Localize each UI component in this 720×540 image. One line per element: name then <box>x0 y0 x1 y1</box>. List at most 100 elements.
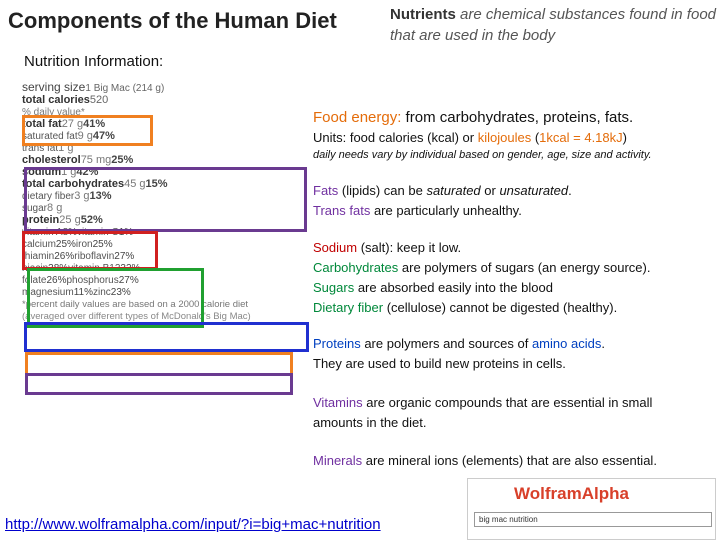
wolfram-logo: WolframAlpha <box>514 484 629 503</box>
source-link[interactable]: http://www.wolframalpha.com/input/?i=big… <box>5 516 381 533</box>
label-row: saturated fat9 g47% <box>22 130 306 142</box>
term: Fats <box>313 183 339 198</box>
note-line: Food energy: from carbohydrates, protein… <box>313 108 718 128</box>
label-row: thiamin26%riboflavin27% <box>22 250 306 262</box>
row-dv: 13% <box>89 190 112 202</box>
vitamin-name: thiamin <box>22 251 55 262</box>
source-note: (averaged over different types of McDona… <box>22 311 251 322</box>
vitamin-dv: 27% <box>114 251 135 262</box>
text: . <box>568 183 572 198</box>
note-line: Dietary fiber (cellulose) cannot be dige… <box>313 298 718 318</box>
note-sodium-carbs: Sodium (salt): keep it low. Carbohydrate… <box>313 238 718 318</box>
term: kilojoules <box>477 130 532 145</box>
label-row: folate26%phosphorus27% <box>22 274 306 286</box>
text: (lipids) can be <box>338 183 427 198</box>
calories-box <box>22 115 153 146</box>
note-minerals: Minerals are mineral ions (elements) tha… <box>313 451 718 471</box>
vitamin-name: calcium <box>22 239 56 250</box>
sodium-box <box>22 231 158 270</box>
note-line: Sodium (salt): keep it low. <box>313 238 718 258</box>
text: are absorbed easily into the blood <box>354 280 553 295</box>
note-line: Minerals are mineral ions (elements) tha… <box>313 451 718 471</box>
term: 1kcal = 4.18kJ <box>539 130 623 145</box>
term: Carbohydrates <box>313 260 399 275</box>
protein-box <box>24 322 309 352</box>
note-line: Units: food calories (kcal) or kilojoule… <box>313 128 718 148</box>
vitamin-dv: 27% <box>118 275 139 286</box>
search-field[interactable]: big mac nutrition <box>474 512 712 527</box>
text: are organic compounds that are essential… <box>362 395 653 410</box>
text: (salt): keep it low. <box>357 240 462 255</box>
intro: Nutrients are chemical substances found … <box>390 4 716 46</box>
vitamin-name: zinc <box>92 287 111 298</box>
row-amount: 27 g <box>61 118 84 130</box>
vitamin-dv: 25% <box>92 239 113 250</box>
text: saturated <box>426 183 481 198</box>
intro-term: Nutrients <box>390 6 456 23</box>
row-dv: 41% <box>83 118 106 130</box>
note-line: Fats (lipids) can be saturated or unsatu… <box>313 181 718 201</box>
vitamin-dv: 11% <box>73 287 93 298</box>
section-label: Nutrition Information: <box>24 53 164 70</box>
row-dv: 47% <box>92 130 115 142</box>
label-row: (averaged over different types of McDona… <box>22 310 306 322</box>
carbs-box <box>27 268 204 328</box>
note-proteins: Proteins are polymers and sources of ami… <box>313 334 718 374</box>
label-row: *percent daily values are based on a 200… <box>22 298 306 310</box>
text: . <box>601 336 605 351</box>
note-line: Vitamins are organic compounds that are … <box>313 393 718 413</box>
label-row: % daily value* <box>22 106 306 118</box>
note-line: daily needs vary by individual based on … <box>313 148 718 162</box>
note-line: They are used to build new proteins in c… <box>313 354 718 374</box>
term: Trans fats <box>313 203 371 218</box>
row-amount: 1 Big Mac (214 g) <box>85 83 165 94</box>
footnote: *percent daily values are based on a 200… <box>22 299 249 310</box>
term: amino acids <box>531 336 602 351</box>
term: Dietary fiber <box>313 300 384 315</box>
note-fats: Fats (lipids) can be saturated or unsatu… <box>313 181 718 221</box>
term: Vitamins <box>313 395 363 410</box>
dv-header: % daily value* <box>22 107 85 118</box>
label-row: protein25 g52% <box>22 214 306 226</box>
row-amount: 45 g <box>124 178 146 190</box>
row-name: saturated fat <box>22 131 78 142</box>
vitamin-dv: 26% <box>54 251 75 262</box>
row-name: total carbohydrates <box>22 178 125 190</box>
row-dv: 52% <box>80 214 103 226</box>
intro-text: are chemical substances found in food th… <box>390 6 716 44</box>
wolfram-thumbnail: WolframAlpha big mac nutrition <box>467 478 716 540</box>
label-row: sugar8 g <box>22 202 306 214</box>
row-name: dietary fiber <box>22 191 75 202</box>
label-row: total carbohydrates45 g15% <box>22 178 306 190</box>
term: Minerals <box>313 453 363 468</box>
note-line: Proteins are polymers and sources of ami… <box>313 334 718 354</box>
text: amounts in the diet. <box>313 415 427 430</box>
row-name: total calories <box>22 94 90 106</box>
row-dv: 15% <box>145 178 168 190</box>
note-line: amounts in the diet. <box>313 413 718 433</box>
term: Proteins <box>313 336 361 351</box>
vitamin-dv: 25% <box>55 239 76 250</box>
note-line: Sugars are absorbed easily into the bloo… <box>313 278 718 298</box>
term: Sugars <box>313 280 355 295</box>
row-name: total fat <box>22 118 62 130</box>
vitamin-dv: 26% <box>46 275 67 286</box>
text: or <box>480 183 500 198</box>
row-amount: 75 mg <box>80 154 112 166</box>
label-row: calcium25%iron25% <box>22 238 306 250</box>
text: from carbohydrates, proteins, fats. <box>401 109 634 126</box>
row-amount: 3 g <box>74 190 90 202</box>
vitamin-name: magnesium <box>22 287 74 298</box>
note-vitamins: Vitamins are organic compounds that are … <box>313 393 718 433</box>
label-row: total calories520 <box>22 94 306 106</box>
text: daily needs vary by individual based on … <box>313 149 652 161</box>
row-amount: 9 g <box>77 130 93 142</box>
text: ( <box>531 130 540 145</box>
note-line: Trans fats are particularly unhealthy. <box>313 201 718 221</box>
text: They are used to build new proteins in c… <box>313 356 566 371</box>
vitamin-name: riboflavin <box>74 251 115 262</box>
label-row: dietary fiber3 g13% <box>22 190 306 202</box>
row-name: sugar <box>22 203 48 214</box>
row-amount: 520 <box>89 94 109 106</box>
label-row: total fat27 g41% <box>22 118 306 130</box>
